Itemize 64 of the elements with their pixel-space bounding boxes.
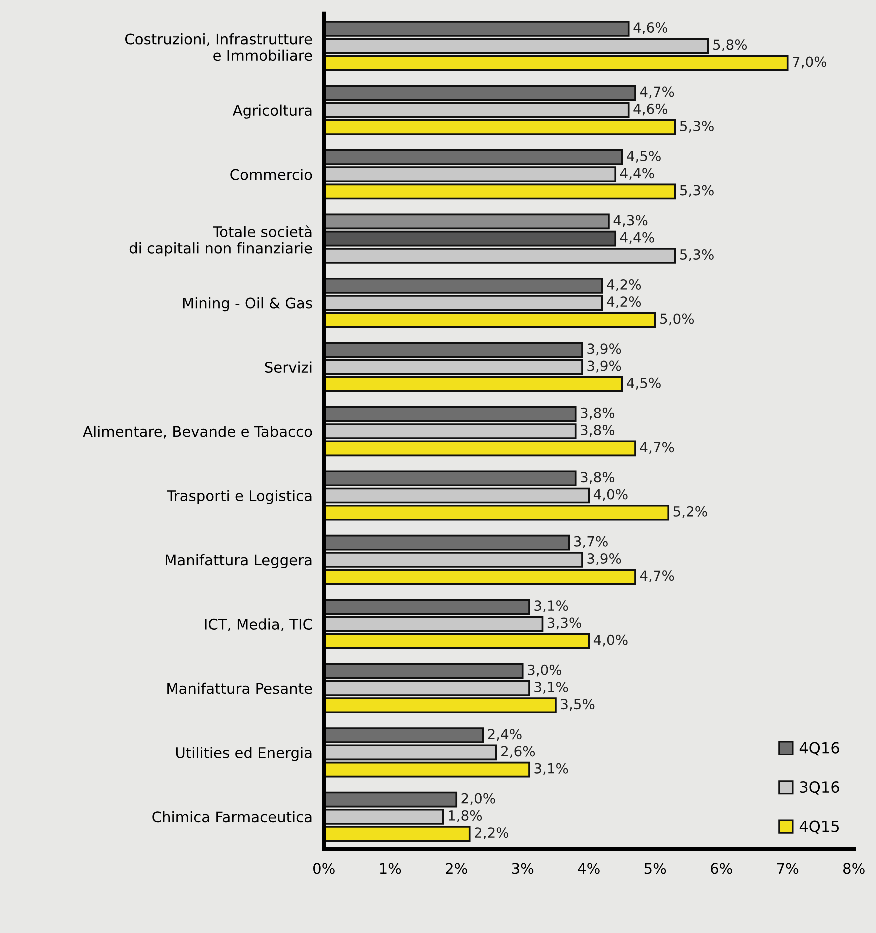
data-label: 5,3% [680, 185, 714, 198]
legend-label: 3Q16 [800, 782, 840, 795]
data-label: 3,1% [534, 600, 568, 613]
data-label: 5,3% [680, 249, 714, 262]
y-tick-label: Costruzioni, Infrastrutture e Immobiliare [126, 34, 312, 62]
x-tick-label: 5% [644, 863, 666, 874]
data-label: 3,8% [581, 425, 615, 437]
y-tick-label: Utilities ed Energia [176, 747, 312, 762]
data-label: 3,9% [588, 360, 622, 373]
data-label: 2,4% [488, 729, 522, 741]
x-tick-label: 4% [578, 863, 600, 874]
y-tick-label: Manifattura Leggera [166, 554, 312, 569]
data-label: 5,8% [714, 40, 748, 52]
data-label: 3,8% [581, 472, 615, 484]
data-label: 1,8% [449, 810, 482, 822]
y-tick-label: Mining - Oil & Gas [183, 298, 312, 312]
data-label: 3,0% [528, 664, 562, 677]
data-label: 4,4% [620, 232, 654, 244]
y-tick-label: ICT, Media, TIC [205, 618, 312, 632]
data-label: 2,0% [462, 793, 496, 806]
data-label: 4,2% [607, 279, 642, 292]
data-label: 3,1% [534, 763, 568, 776]
data-label: 7,0% [793, 56, 827, 69]
data-label: 3,5% [561, 699, 595, 712]
y-tick-label: Agricoltura [232, 104, 312, 119]
y-tick-label: Commercio [230, 169, 312, 180]
x-tick-label: 2% [446, 863, 468, 874]
data-label: 3,7% [574, 536, 608, 548]
data-label: 4,5% [627, 150, 661, 163]
data-label: 4,7% [640, 570, 674, 583]
y-tick-label: Servizi [265, 362, 312, 374]
data-label: 4,2% [607, 296, 642, 308]
data-label: 3,1% [534, 682, 568, 694]
y-tick-label: Chimica Farmaceutica [152, 811, 312, 823]
data-label: 3,9% [588, 554, 622, 566]
data-label: 4,7% [640, 442, 674, 454]
x-tick-label: 3% [512, 863, 534, 874]
y-tick-label: Totale società di capitali non finanziarie [130, 226, 312, 257]
y-tick-label: Trasporti e Logistica [167, 490, 312, 504]
data-label: 4,6% [634, 22, 668, 34]
data-label: 3,3% [548, 618, 582, 630]
legend-label: 4Q16 [800, 742, 840, 756]
y-tick-label: Manifattura Pesante [168, 682, 312, 694]
x-tick-label: 1% [380, 863, 402, 874]
x-tick-label: 8% [844, 863, 865, 874]
data-label: 5,0% [660, 314, 694, 326]
data-label: 5,3% [680, 121, 714, 133]
x-tick-label: 7% [777, 863, 799, 874]
data-label: 5,2% [674, 506, 708, 518]
data-label: 4,3% [614, 215, 648, 228]
legend-label: 4Q15 [800, 820, 840, 834]
data-label: 4,0% [594, 489, 628, 502]
y-tick-label: Alimentare, Bevande e Tabacco [83, 426, 312, 439]
x-tick-label: 6% [711, 863, 732, 874]
x-tick-label: 0% [314, 863, 335, 874]
data-label: 4,4% [620, 168, 654, 180]
data-label: 4,5% [627, 378, 661, 390]
data-label: 2,6% [502, 746, 536, 758]
data-label: 2,2% [475, 828, 509, 840]
data-label: 4,0% [594, 634, 628, 647]
data-label: 4,7% [640, 86, 674, 99]
data-label: 3,9% [588, 344, 622, 356]
data-label: 4,6% [634, 104, 668, 116]
data-label: 3,8% [581, 408, 615, 420]
